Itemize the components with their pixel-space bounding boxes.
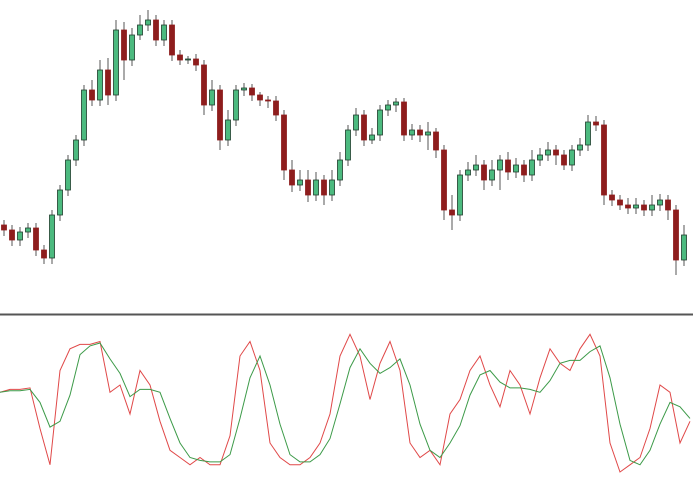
bear-candle xyxy=(617,199,623,206)
bull-candle xyxy=(425,131,431,136)
bear-candle xyxy=(505,159,511,173)
bull-candle xyxy=(49,214,55,259)
bear-candle xyxy=(89,89,95,101)
bear-candle xyxy=(625,204,631,209)
bear-candle xyxy=(265,99,271,102)
bull-candle xyxy=(97,69,103,101)
bear-candle xyxy=(289,169,295,186)
bear-candle xyxy=(561,154,567,166)
bull-candle xyxy=(113,29,119,96)
bear-candle xyxy=(281,114,287,171)
bull-candle xyxy=(585,121,591,146)
bull-candle xyxy=(241,87,247,91)
bear-candle xyxy=(673,209,679,261)
stochastic-k-line xyxy=(0,333,691,473)
bear-candle xyxy=(41,249,47,259)
bull-candle xyxy=(185,58,191,61)
bull-candle xyxy=(577,144,583,151)
bull-candle xyxy=(657,199,663,206)
bull-candle xyxy=(513,164,519,173)
bear-candle xyxy=(249,87,255,96)
bear-candle xyxy=(217,89,223,141)
bull-candle xyxy=(329,179,335,196)
bull-candle xyxy=(633,204,639,209)
price-panel xyxy=(1,10,687,275)
bull-candle xyxy=(569,149,575,166)
bull-candle xyxy=(337,159,343,181)
bull-candle xyxy=(497,159,503,171)
bull-candle xyxy=(313,179,319,196)
bear-candle xyxy=(305,179,311,196)
bear-candle xyxy=(601,124,607,196)
bear-candle xyxy=(177,54,183,61)
bear-candle xyxy=(193,58,199,66)
bear-candle xyxy=(9,229,15,241)
bull-candle xyxy=(57,189,63,216)
bull-candle xyxy=(25,227,31,233)
bear-candle xyxy=(321,179,327,196)
bull-candle xyxy=(489,169,495,181)
bull-candle xyxy=(81,89,87,141)
bull-candle xyxy=(457,174,463,216)
bull-candle xyxy=(537,154,543,161)
bear-candle xyxy=(665,199,671,211)
bull-candle xyxy=(17,231,23,241)
bull-candle xyxy=(129,34,135,61)
bull-candle xyxy=(345,129,351,161)
bear-candle xyxy=(401,101,407,136)
bull-candle xyxy=(369,134,375,141)
bear-candle xyxy=(593,121,599,126)
bear-candle xyxy=(153,19,159,41)
bear-candle xyxy=(609,194,615,201)
bull-candle xyxy=(649,204,655,211)
bear-candle xyxy=(361,114,367,141)
bull-candle xyxy=(225,119,231,141)
bear-candle xyxy=(417,129,423,136)
bull-candle xyxy=(73,139,79,161)
bull-candle xyxy=(233,89,239,121)
bear-candle xyxy=(273,100,279,116)
bull-candle xyxy=(353,114,359,131)
bear-candle xyxy=(521,164,527,176)
bear-candle xyxy=(33,227,39,251)
bull-candle xyxy=(161,24,167,41)
bear-candle xyxy=(553,149,559,156)
bear-candle xyxy=(257,94,263,101)
bear-candle xyxy=(441,149,447,211)
bull-candle xyxy=(465,169,471,176)
bull-candle xyxy=(297,179,303,186)
stochastic-d-line xyxy=(0,342,691,466)
bear-candle xyxy=(1,224,7,231)
bull-candle xyxy=(145,19,151,26)
bull-candle xyxy=(393,101,399,106)
bull-candle xyxy=(545,149,551,156)
bear-candle xyxy=(121,29,127,61)
bear-candle xyxy=(481,164,487,181)
oscillator-panel xyxy=(0,333,691,473)
bear-candle xyxy=(433,131,439,151)
bear-candle xyxy=(201,64,207,106)
bull-candle xyxy=(209,89,215,106)
bull-candle xyxy=(65,159,71,191)
bull-candle xyxy=(529,159,535,176)
bull-candle xyxy=(681,234,687,261)
bull-candle xyxy=(473,164,479,171)
bull-candle xyxy=(409,129,415,136)
bull-candle xyxy=(137,24,143,36)
bear-candle xyxy=(169,24,175,56)
bull-candle xyxy=(385,104,391,111)
bear-candle xyxy=(105,69,111,96)
bear-candle xyxy=(449,209,455,216)
bull-candle xyxy=(377,109,383,136)
bear-candle xyxy=(641,204,647,211)
